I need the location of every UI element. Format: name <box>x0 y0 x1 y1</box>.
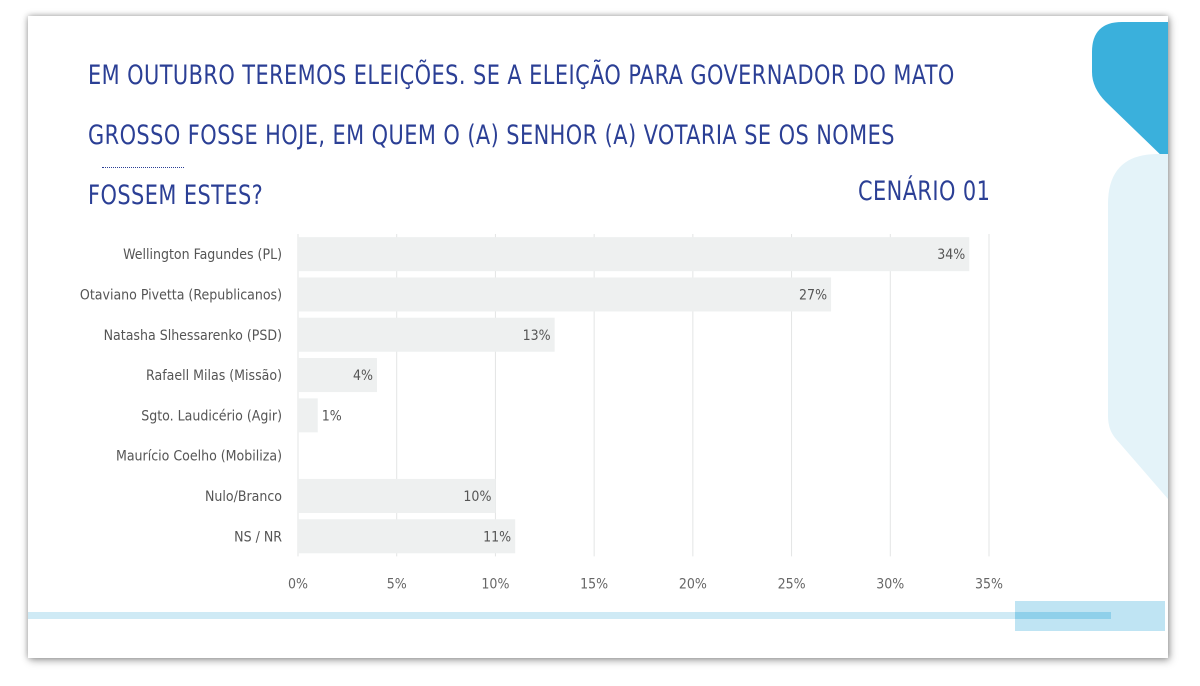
bar <box>298 237 970 272</box>
bar <box>298 317 555 352</box>
slide: EM OUTUBRO TEREMOS ELEIÇÕES. SE A ELEIÇÃ… <box>28 16 1168 658</box>
decorative-side-shape <box>1108 154 1168 499</box>
decorative-corner-shape <box>1092 22 1168 162</box>
category-label: Natasha Slhessarenko (PSD) <box>104 328 282 344</box>
title-underline <box>102 167 184 168</box>
bar <box>298 398 318 433</box>
bottom-accent-line <box>1015 612 1111 619</box>
category-label: Sgto. Laudicério (Agir) <box>141 408 282 424</box>
data-label: 10% <box>463 489 491 505</box>
scenario-label: CENÁRIO 01 <box>858 176 991 207</box>
data-label: 11% <box>483 529 511 545</box>
data-label: 1% <box>322 408 342 424</box>
category-label: Rafaell Milas (Missão) <box>146 368 282 384</box>
bottom-divider <box>28 612 1112 619</box>
bar <box>298 277 832 312</box>
bar <box>298 478 496 513</box>
x-tick-label: 15% <box>580 576 608 592</box>
bar-chart: 0% 5% 10% 15% 20% 25% 30% 35% Wellington Fagunde… <box>80 234 1003 592</box>
x-tick-label: 20% <box>679 576 707 592</box>
chart-bars <box>298 237 970 554</box>
data-label: 13% <box>523 328 551 344</box>
category-label: Wellington Fagundes (PL) <box>123 247 282 263</box>
bar <box>298 358 377 393</box>
data-label: 4% <box>353 368 373 384</box>
x-tick-label: 5% <box>387 576 407 592</box>
category-label: NS / NR <box>234 529 282 545</box>
data-label: 27% <box>799 287 827 303</box>
x-tick-label: 10% <box>481 576 509 592</box>
x-tick-label: 30% <box>876 576 904 592</box>
category-label: Maurício Coelho (Mobiliza) <box>116 449 282 465</box>
data-label: 34% <box>937 247 965 263</box>
x-tick-label: 0% <box>288 576 308 592</box>
category-label: Nulo/Branco <box>205 489 282 505</box>
x-tick-label: 35% <box>975 576 1003 592</box>
category-label: Otaviano Pivetta (Republicanos) <box>80 287 282 303</box>
bar <box>298 519 516 554</box>
page-title: EM OUTUBRO TEREMOS ELEIÇÕES. SE A ELEIÇÃ… <box>88 60 955 211</box>
x-tick-label: 25% <box>778 576 806 592</box>
chart-labels: 0% 5% 10% 15% 20% 25% 30% 35% Wellington Fagunde… <box>80 247 1003 592</box>
